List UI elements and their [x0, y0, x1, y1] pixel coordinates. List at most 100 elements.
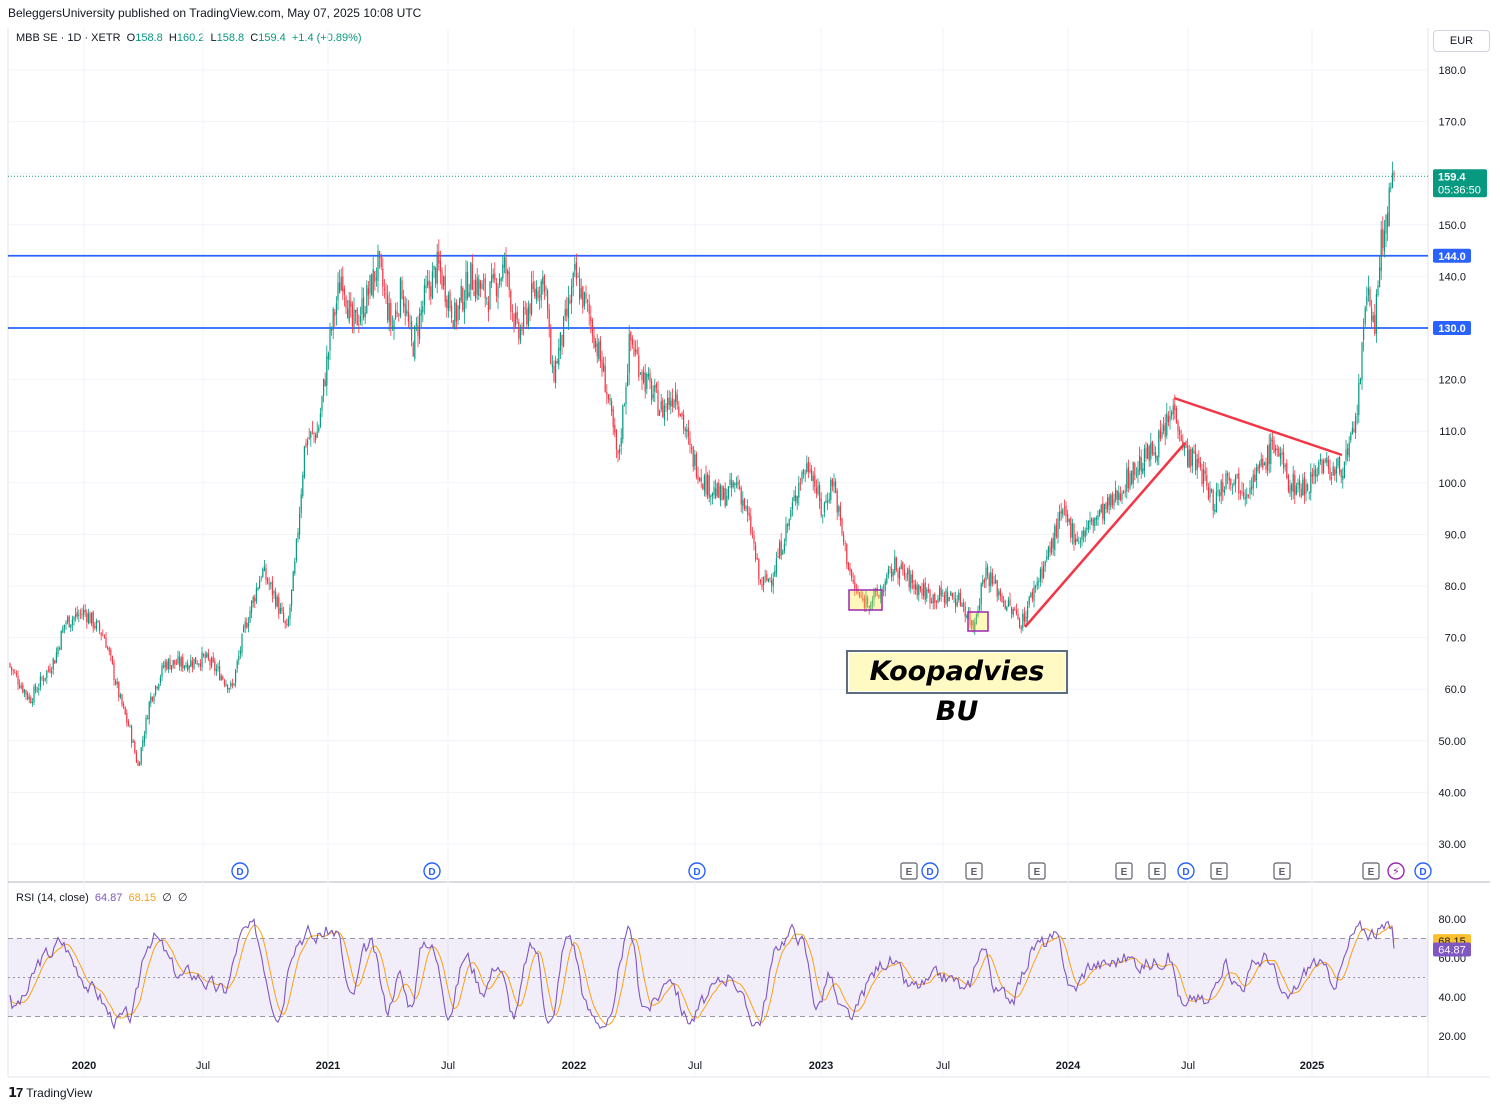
candle-body	[1139, 455, 1141, 470]
symbol-label[interactable]: MBB SE · 1D · XETR	[16, 32, 121, 44]
candle-body	[1201, 469, 1203, 485]
candle-body	[654, 385, 656, 393]
candle-body	[247, 622, 249, 627]
candle-body	[329, 327, 331, 351]
candle-body	[1342, 476, 1344, 480]
candle-body	[1383, 230, 1385, 252]
candle-body	[1196, 459, 1198, 470]
candle-body	[211, 658, 213, 667]
candle-body	[1063, 507, 1065, 508]
candle-body	[1081, 530, 1083, 541]
candle-body	[843, 534, 845, 542]
candle-body	[1124, 491, 1126, 493]
candle-body	[1166, 413, 1168, 436]
candle-body	[1070, 518, 1072, 538]
candle-body	[97, 620, 99, 623]
candle-body	[521, 329, 523, 332]
earnings-icon	[900, 862, 918, 880]
candle-body	[259, 580, 261, 589]
candle-body	[356, 308, 358, 326]
candle-body	[1331, 477, 1333, 479]
candle-body	[391, 326, 393, 329]
candle-body	[1380, 229, 1382, 271]
candle-body	[684, 427, 686, 432]
candle-body	[15, 673, 17, 675]
candle-body	[849, 567, 851, 572]
candle-body	[299, 513, 301, 535]
candle-body	[131, 726, 133, 743]
candle-body	[649, 372, 651, 382]
symbol-legend: MBB SE · 1D · XETR O158.8 H160.2 L158.8 …	[16, 32, 362, 44]
time-tick-label: 2022	[562, 1060, 586, 1072]
dividend-icon	[423, 862, 441, 880]
candle-body	[870, 603, 872, 609]
candle-body	[423, 284, 425, 306]
candle-body	[71, 619, 73, 625]
candle-body	[393, 320, 395, 330]
candle-body	[1012, 608, 1014, 616]
candle-body	[279, 607, 281, 614]
candle-body	[1287, 475, 1289, 492]
candle-body	[974, 622, 976, 631]
candle-body	[1150, 442, 1152, 460]
price-tick-label: 100.0	[1438, 478, 1466, 490]
close-label: C	[250, 32, 259, 44]
candle-body	[663, 405, 665, 420]
candle-body	[1215, 491, 1217, 512]
candle-body	[662, 399, 664, 418]
candle-body	[839, 505, 841, 521]
lightning-icon: ⚡	[1392, 866, 1400, 878]
candle-body	[327, 352, 329, 360]
candle-body	[876, 587, 878, 596]
price-tick-label: 170.0	[1438, 117, 1466, 129]
candle-body	[1223, 489, 1225, 493]
candle-body	[943, 594, 945, 603]
candle-body	[673, 400, 675, 408]
currency-selector[interactable]: EUR	[1433, 30, 1490, 52]
candle-body	[1147, 444, 1149, 459]
candle-body	[183, 665, 185, 668]
rsi-label[interactable]: RSI (14, close)	[16, 892, 89, 904]
tradingview-logo[interactable]: 𝟭7 TradingView	[8, 1085, 92, 1101]
candle-body	[1062, 509, 1064, 516]
candle-body	[615, 430, 617, 450]
candle-body	[315, 434, 317, 441]
candle-body	[431, 271, 433, 299]
candle-body	[1359, 378, 1361, 385]
dividend-icon	[231, 862, 249, 880]
candle-body	[150, 696, 152, 704]
dividend-icon-letter: D	[693, 867, 700, 878]
candle-body	[1108, 496, 1110, 506]
candle-body	[580, 288, 582, 298]
candle-body	[771, 580, 773, 585]
candle-body	[635, 350, 637, 352]
candle-body	[758, 558, 760, 580]
candle-body	[473, 291, 475, 297]
candle-body	[1052, 537, 1054, 549]
candle-body	[563, 316, 565, 347]
candle-body	[339, 282, 341, 294]
candle-body	[1358, 383, 1360, 416]
candle-body	[252, 596, 254, 604]
candle-body	[750, 515, 752, 534]
candle-body	[249, 611, 251, 623]
candle-body	[515, 312, 517, 326]
candle-body	[1339, 456, 1341, 473]
candle-body	[878, 595, 880, 597]
candle-body	[28, 696, 30, 700]
candle-body	[190, 659, 192, 667]
candle-body	[372, 269, 374, 297]
candle-body	[414, 326, 416, 359]
candle-body	[939, 588, 941, 600]
candle-body	[222, 676, 224, 680]
candle-body	[659, 410, 661, 416]
candle-body	[1060, 510, 1062, 514]
candle-body	[937, 598, 939, 603]
candle-body	[33, 686, 35, 703]
current-price-label: 159.4	[1438, 171, 1466, 183]
candle-body	[763, 576, 765, 586]
candle-body	[366, 284, 368, 313]
candle-body	[619, 448, 621, 453]
candle-body	[1185, 440, 1187, 448]
